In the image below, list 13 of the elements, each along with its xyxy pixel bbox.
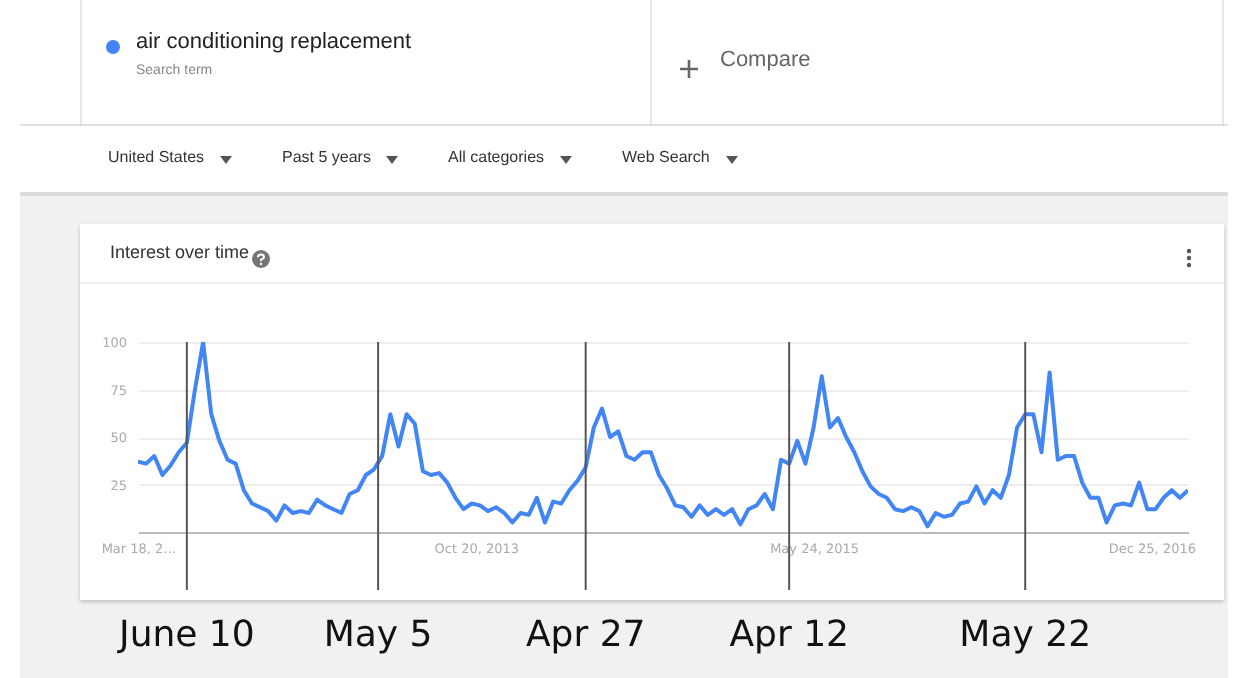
text: Web Search [622, 148, 710, 166]
legend-label: air conditioning replacement [136, 30, 412, 54]
ref-line-label: Apr 12 [729, 614, 849, 656]
text: Compare [720, 48, 811, 72]
chart-title: Interest over time [110, 242, 250, 262]
ref-line-label: May 22 [959, 614, 1092, 656]
text: United States [108, 148, 205, 166]
ref-line-label: Apr 27 [525, 614, 646, 656]
ref-line-label: June 10 [117, 614, 255, 656]
text: Past 5 years [282, 148, 371, 166]
ref-line-label: May 5 [323, 614, 433, 656]
line-series [138, 342, 1188, 529]
text: All categories [448, 148, 545, 166]
